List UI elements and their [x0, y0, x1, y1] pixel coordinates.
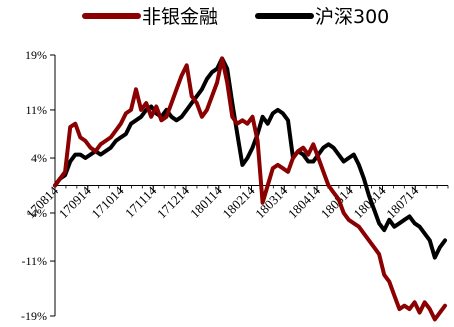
legend: 非银金融 沪深300: [82, 6, 389, 28]
x-tick-label: 180714: [383, 183, 422, 222]
x-tick-label: 171114: [122, 183, 160, 221]
x-tick-label: 180114: [187, 183, 225, 221]
x-axis: 1708141709141710141711141712141801141802…: [23, 183, 449, 222]
y-axis: 19% 11% 4% -4% -11% -19%: [21, 48, 56, 323]
legend-label-1: 沪深300: [315, 6, 389, 28]
y-tick-label: -11%: [21, 254, 47, 268]
x-tick-label: 171214: [154, 183, 193, 222]
y-tick-label: 19%: [25, 48, 47, 62]
x-tick-label: 180214: [219, 183, 258, 222]
series-line-1: [53, 56, 447, 260]
x-tick-label: 180414: [285, 183, 324, 222]
y-tick-label: 11%: [25, 103, 47, 117]
x-tick-label: 170914: [56, 183, 95, 222]
y-tick-label: -4%: [27, 206, 47, 220]
x-tick-label: 171014: [88, 183, 127, 222]
x-tick-label: 180514: [318, 183, 357, 222]
y-tick-label: 4%: [31, 151, 47, 165]
legend-label-0: 非银金融: [142, 6, 218, 28]
x-tick-label: 180314: [252, 183, 291, 222]
series-line-0: [53, 56, 447, 322]
y-tick-label: -19%: [21, 309, 47, 323]
series-layer: [53, 56, 447, 322]
